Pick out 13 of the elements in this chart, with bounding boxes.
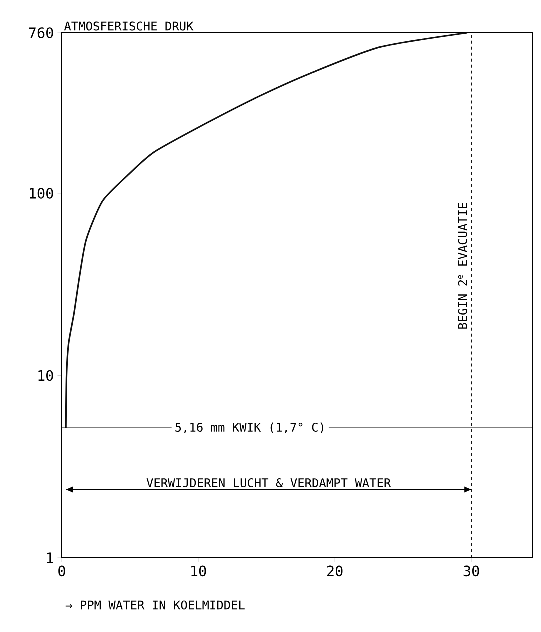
ref-line-label: 5,16 mm KWIK (1,7° C): [176, 422, 324, 434]
x-tick-label: 0: [58, 566, 66, 577]
x-tick-label: 10: [192, 566, 206, 577]
y-tick-label: 10: [38, 370, 54, 382]
y-tick-label: 760: [29, 28, 54, 38]
x-tick-label: 30: [464, 566, 480, 577]
x-tick-label: 20: [327, 566, 343, 577]
ref-line-label: ATMOSFERISCHE DRUK: [64, 22, 194, 31]
x-axis-title: → PPM WATER IN KOELMIDDEL: [66, 600, 245, 610]
annotation: VERWIJDEREN LUCHT & VERDAMPT WATER: [146, 478, 392, 488]
y-tick-label: 100: [30, 188, 54, 199]
ref-line-label: BEGIN 2$^{e}$ EVACUATIE: [458, 202, 468, 329]
y-tick-label: 1: [47, 552, 54, 564]
